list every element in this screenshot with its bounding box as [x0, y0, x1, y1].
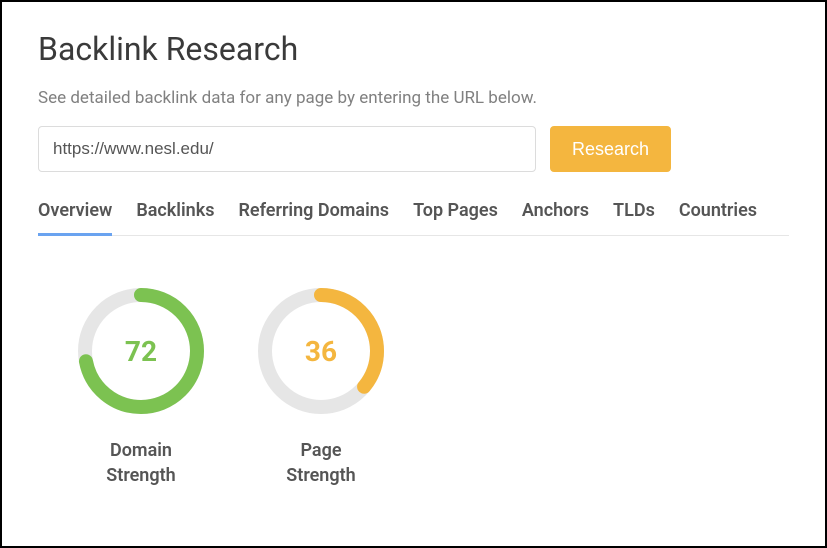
tab-top-pages[interactable]: Top Pages — [413, 200, 498, 236]
main-container: Backlink Research See detailed backlink … — [2, 2, 825, 516]
gauge-value: 36 — [256, 286, 386, 416]
search-row: Research — [38, 126, 789, 172]
page-title: Backlink Research — [38, 30, 789, 68]
gauge-0: 72 — [76, 286, 206, 416]
tab-backlinks[interactable]: Backlinks — [136, 200, 214, 236]
tabs-row: Overview Backlinks Referring Domains Top Pa… — [38, 200, 789, 236]
url-input[interactable] — [38, 126, 536, 172]
metrics-row: 72 Domain Strength 36 Page Strength — [38, 286, 789, 488]
tab-tlds[interactable]: TLDs — [613, 200, 655, 236]
metric-label: Domain Strength — [106, 438, 175, 488]
page-description: See detailed backlink data for any page … — [38, 88, 789, 108]
metric-label: Page Strength — [286, 438, 355, 488]
gauge-1: 36 — [256, 286, 386, 416]
metric-page: 36 Page Strength — [256, 286, 386, 488]
metric-domain: 72 Domain Strength — [76, 286, 206, 488]
tab-referring-domains[interactable]: Referring Domains — [238, 200, 389, 236]
tab-overview[interactable]: Overview — [38, 200, 112, 236]
tab-countries[interactable]: Countries — [679, 200, 757, 236]
research-button[interactable]: Research — [550, 126, 671, 172]
tab-anchors[interactable]: Anchors — [522, 200, 589, 236]
gauge-value: 72 — [76, 286, 206, 416]
